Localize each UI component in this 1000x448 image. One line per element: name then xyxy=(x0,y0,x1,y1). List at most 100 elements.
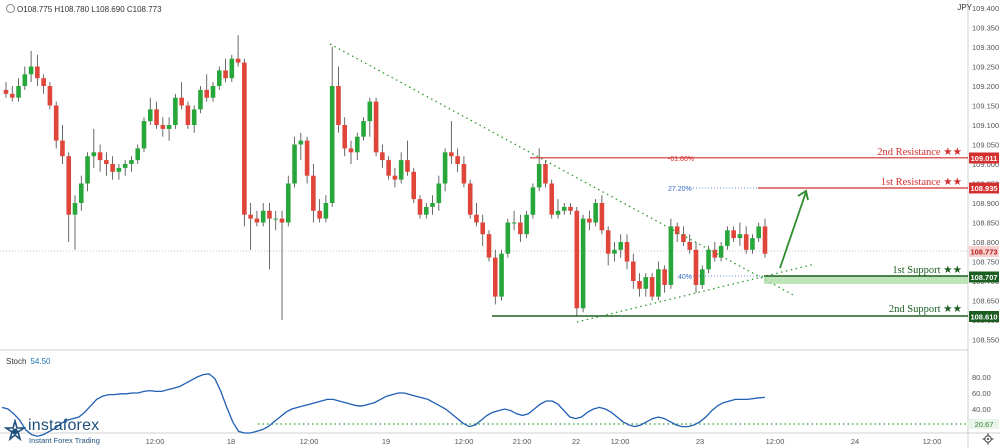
gear-icon[interactable] xyxy=(982,433,994,445)
candle-body[interactable] xyxy=(662,269,667,285)
candle-body[interactable] xyxy=(298,140,304,145)
candle-body[interactable] xyxy=(242,62,247,215)
candle-body[interactable] xyxy=(561,206,567,211)
candle-body[interactable] xyxy=(499,253,504,297)
candle-body[interactable] xyxy=(492,257,498,297)
projection-arrow[interactable] xyxy=(779,189,809,269)
candle-body[interactable] xyxy=(154,109,159,125)
candle-body[interactable] xyxy=(204,89,210,98)
candle-body[interactable] xyxy=(486,234,492,258)
candle-body[interactable] xyxy=(756,226,762,239)
candle-body[interactable] xyxy=(122,164,128,168)
candle-body[interactable] xyxy=(60,140,65,157)
candle-body[interactable] xyxy=(405,160,410,172)
candle-body[interactable] xyxy=(41,78,46,86)
candle-body[interactable] xyxy=(587,218,592,223)
candle-body[interactable] xyxy=(668,226,674,285)
candle-body[interactable] xyxy=(273,218,279,220)
candle-body[interactable] xyxy=(104,160,109,164)
candle-body[interactable] xyxy=(185,105,191,126)
candle-body[interactable] xyxy=(260,210,266,223)
candle-body[interactable] xyxy=(173,97,178,125)
candle-body[interactable] xyxy=(718,245,724,258)
candle-body[interactable] xyxy=(110,164,115,172)
candle-body[interactable] xyxy=(392,175,398,180)
candle-body[interactable] xyxy=(16,86,21,98)
candle-body[interactable] xyxy=(348,148,354,153)
candle-body[interactable] xyxy=(216,70,222,86)
candle-body[interactable] xyxy=(637,281,642,289)
candle-body[interactable] xyxy=(505,222,511,254)
candle-body[interactable] xyxy=(72,203,78,215)
candle-body[interactable] xyxy=(210,86,216,98)
candle-body[interactable] xyxy=(336,86,341,125)
candle-body[interactable] xyxy=(580,218,586,309)
candle-body[interactable] xyxy=(624,242,630,262)
candle-body[interactable] xyxy=(229,58,235,79)
candle-body[interactable] xyxy=(267,210,272,219)
candle-body[interactable] xyxy=(568,206,573,211)
candle-body[interactable] xyxy=(398,160,404,180)
candle-body[interactable] xyxy=(53,105,59,141)
candle-body[interactable] xyxy=(78,183,84,204)
candle-body[interactable] xyxy=(750,238,755,250)
candle-body[interactable] xyxy=(725,230,730,246)
candle-body[interactable] xyxy=(687,242,693,250)
candle-body[interactable] xyxy=(706,249,711,270)
candle-body[interactable] xyxy=(511,222,517,224)
ascending-trendline[interactable] xyxy=(576,263,816,323)
candle-body[interactable] xyxy=(129,160,134,164)
candle-body[interactable] xyxy=(292,144,297,184)
price-axis[interactable]: 109.400 109.350 109.300 109.250 109.200 109.1… xyxy=(972,4,999,345)
candle-body[interactable] xyxy=(141,121,147,149)
candle-body[interactable] xyxy=(656,269,661,297)
candle-body[interactable] xyxy=(555,210,561,215)
candle-body[interactable] xyxy=(198,89,203,110)
candle-body[interactable] xyxy=(461,164,467,184)
candle-body[interactable] xyxy=(28,66,34,75)
candle-body[interactable] xyxy=(455,156,460,164)
candle-body[interactable] xyxy=(411,171,417,200)
candle-body[interactable] xyxy=(279,218,285,223)
candle-body[interactable] xyxy=(329,86,335,203)
candle-body[interactable] xyxy=(9,93,15,98)
candle-body[interactable] xyxy=(160,125,166,129)
candle-body[interactable] xyxy=(248,214,253,219)
candle-body[interactable] xyxy=(530,187,536,215)
candle-body[interactable] xyxy=(737,234,743,239)
candle-body[interactable] xyxy=(436,183,442,204)
candle-body[interactable] xyxy=(630,261,636,282)
candle-body[interactable] xyxy=(449,152,454,157)
candle-body[interactable] xyxy=(147,109,153,122)
candle-body[interactable] xyxy=(191,109,197,125)
candle-body[interactable] xyxy=(380,152,385,161)
candle-body[interactable] xyxy=(474,214,479,223)
candle-body[interactable] xyxy=(91,152,97,157)
candle-body[interactable] xyxy=(311,175,316,211)
candle-body[interactable] xyxy=(417,199,423,215)
candle-body[interactable] xyxy=(179,97,184,106)
support-1-zone[interactable] xyxy=(764,276,968,284)
candle-body[interactable] xyxy=(731,230,736,239)
descending-trendline[interactable] xyxy=(329,43,796,297)
candle-body[interactable] xyxy=(235,58,241,63)
candle-body[interactable] xyxy=(543,164,548,184)
candle-body[interactable] xyxy=(304,140,310,176)
candle-body[interactable] xyxy=(599,203,605,231)
candle-body[interactable] xyxy=(743,234,749,250)
candle-body[interactable] xyxy=(549,183,555,215)
candle-body[interactable] xyxy=(762,226,768,254)
candle-body[interactable] xyxy=(323,203,329,219)
candle-body[interactable] xyxy=(618,242,624,250)
candle-body[interactable] xyxy=(430,203,435,207)
candle-body[interactable] xyxy=(35,66,40,79)
candle-body[interactable] xyxy=(166,125,172,129)
candle-body[interactable] xyxy=(518,222,523,235)
candle-body[interactable] xyxy=(285,183,291,223)
candle-body[interactable] xyxy=(612,249,617,254)
candle-body[interactable] xyxy=(135,148,141,161)
candle-body[interactable] xyxy=(574,210,580,309)
candle-body[interactable] xyxy=(354,136,360,153)
candle-body[interactable] xyxy=(223,70,228,79)
